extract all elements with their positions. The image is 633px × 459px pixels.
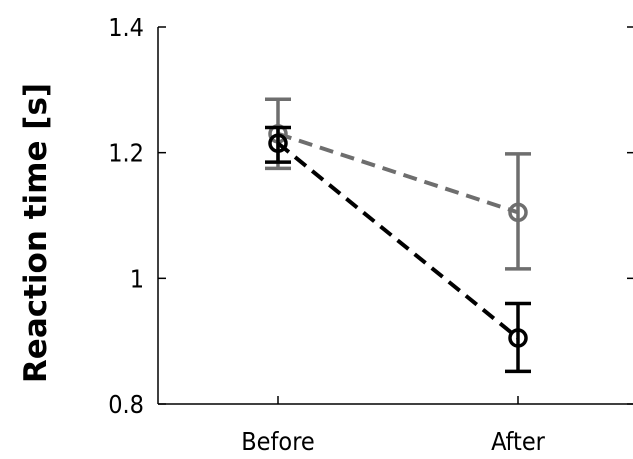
series-layer <box>265 97 531 374</box>
axes-frame <box>157 27 633 405</box>
series-line <box>276 141 520 340</box>
y-ticks: 0.8 1 1.2 1.4 <box>108 13 633 419</box>
x-tick-label: After <box>491 427 546 456</box>
series-1 <box>265 97 531 271</box>
y-axis-label: Reaction time [s] <box>18 83 54 383</box>
data-point <box>268 133 288 153</box>
series-line <box>277 131 519 215</box>
data-point <box>508 202 528 223</box>
series-2 <box>265 125 531 374</box>
y-tick-label: 0.8 <box>108 390 144 419</box>
y-tick-label: 1.4 <box>108 13 144 42</box>
x-ticks: Before After <box>241 396 546 456</box>
x-tick-label: Before <box>241 427 314 456</box>
y-tick-label: 1.2 <box>108 139 144 168</box>
y-tick-label: 1 <box>130 264 144 293</box>
data-point <box>508 328 528 348</box>
